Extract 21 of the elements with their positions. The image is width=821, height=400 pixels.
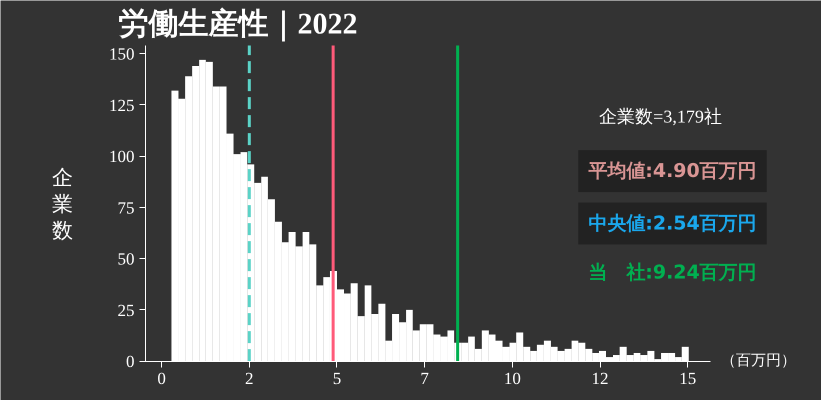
annotation: 平均値:4.90百万円: [587, 160, 757, 182]
x-tick-label: 5: [332, 369, 342, 388]
chart-title: 労働生産性｜2022: [118, 6, 358, 42]
x-tick-label: 10: [504, 369, 521, 388]
y-tick-label: 125: [109, 96, 134, 115]
annotation: 企業数=3,179社: [599, 106, 722, 126]
y-tick-label: 0: [126, 352, 134, 372]
x-tick-label: 15: [679, 369, 696, 388]
y-tick-label: 100: [109, 147, 134, 166]
x-tick-label: 0: [157, 369, 166, 388]
annotation: 中央値:2.54百万円: [588, 212, 757, 235]
y-tick-label: 50: [118, 250, 134, 269]
x-tick-label: 2: [245, 369, 254, 388]
annotation: 当 社:9.24百万円: [588, 262, 757, 284]
x-axis-title: （百万円）: [721, 353, 796, 370]
x-tick-label: 12: [592, 369, 609, 388]
y-tick-label: 75: [118, 198, 134, 218]
x-tick-label: 7: [420, 369, 430, 388]
y-tick-label: 150: [109, 44, 134, 64]
y-tick-label: 25: [118, 300, 134, 320]
y-axis-title: 企業数: [52, 165, 73, 242]
